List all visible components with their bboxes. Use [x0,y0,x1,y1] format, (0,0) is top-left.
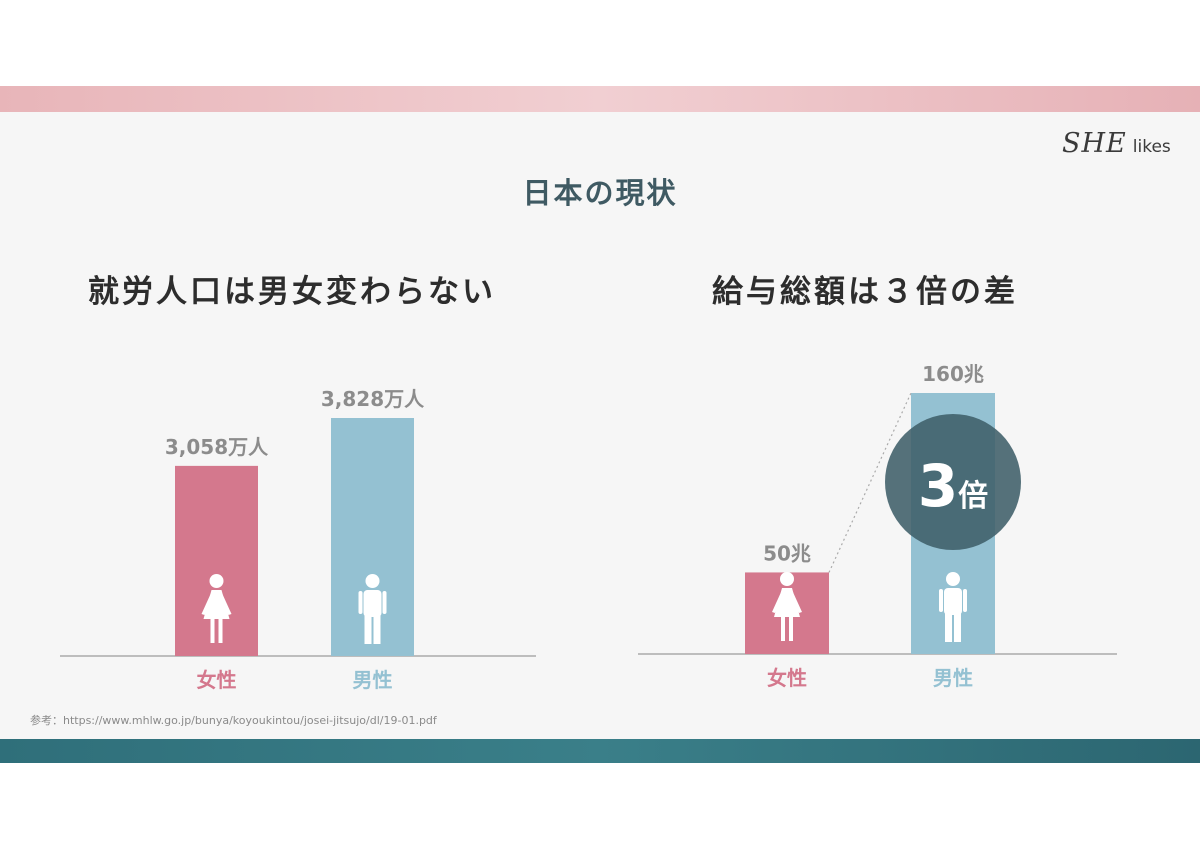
top-decorative-band [0,86,1200,112]
left-chart-female-person-icon-left-arm [201,592,214,615]
right-chart-male-person-icon-torso [944,588,962,615]
left-chart-data-label-male: 3,828万人 [321,387,425,411]
right-chart-category-label-female: 女性 [767,666,807,690]
left-chart-female-person-icon-left-leg [210,618,215,643]
left-chart-female-person-icon-head [209,574,224,588]
ratio-badge-text: 3倍 [918,452,988,520]
brand-logo-mark: SHE [1062,128,1127,159]
right-chart-male-person-icon-left-arm [939,589,943,612]
left-chart-male-person-icon-right-arm [382,591,387,614]
right-chart-category-label-male: 男性 [933,666,973,690]
right-chart-male-person-icon-right-arm [963,589,967,612]
right-chart-female-person-icon-head [780,572,794,586]
right-chart-female-person-icon-right-leg [789,616,793,641]
right-chart-female-person-icon-right-arm [790,590,802,613]
left-chart-male-person-icon-head [365,574,380,588]
right-chart-male-person-icon [939,572,967,642]
right-chart-male-person-icon-right-leg [954,612,961,642]
left-chart-title: 就労人口は男女変わらない [88,274,496,310]
right-chart-data-label-male: 160兆 [922,362,984,386]
left-chart-female-person-icon-right-arm [219,592,232,615]
right-chart-title: 給与総額は３倍の差 [712,274,1018,310]
right-chart-female-person-icon-left-leg [781,616,785,641]
left-chart-male-person-icon-left-leg [364,614,372,644]
page-title: 日本の現状 [522,176,678,210]
left-chart-bar-female [175,465,258,656]
right-chart-male-person-icon-left-leg [945,612,952,642]
brand-logo-word: likes [1132,137,1171,157]
left-chart-female-person-icon-right-leg [218,618,223,643]
left-chart-male-person-icon-left-arm [358,591,363,614]
brand-logo: SHE likes [1062,128,1171,159]
ratio-badge-unit: 倍 [958,479,988,514]
left-chart-data-label-female: 3,058万人 [165,435,269,459]
left-chart-male-person-icon-right-leg [373,614,381,644]
ratio-badge [885,414,1021,550]
left-chart-male-person-icon [358,574,387,644]
left-chart-category-label-female: 女性 [197,668,237,692]
right-chart-female-person-icon-left-arm [772,590,784,613]
right-chart-male-person-icon-head [946,572,960,586]
ratio-badge-number: 3 [918,452,958,520]
source-citation: 参考：https://www.mhlw.go.jp/bunya/koyoukin… [30,714,437,727]
bottom-decorative-band [0,739,1200,763]
right-chart-female-person-icon [772,572,802,641]
left-chart-category-label-male: 男性 [353,668,393,692]
left-chart-bar-male [331,418,414,656]
left-chart-female-person-icon [201,574,232,643]
right-chart-data-label-female: 50兆 [763,541,811,565]
left-chart-male-person-icon-torso [363,590,382,617]
